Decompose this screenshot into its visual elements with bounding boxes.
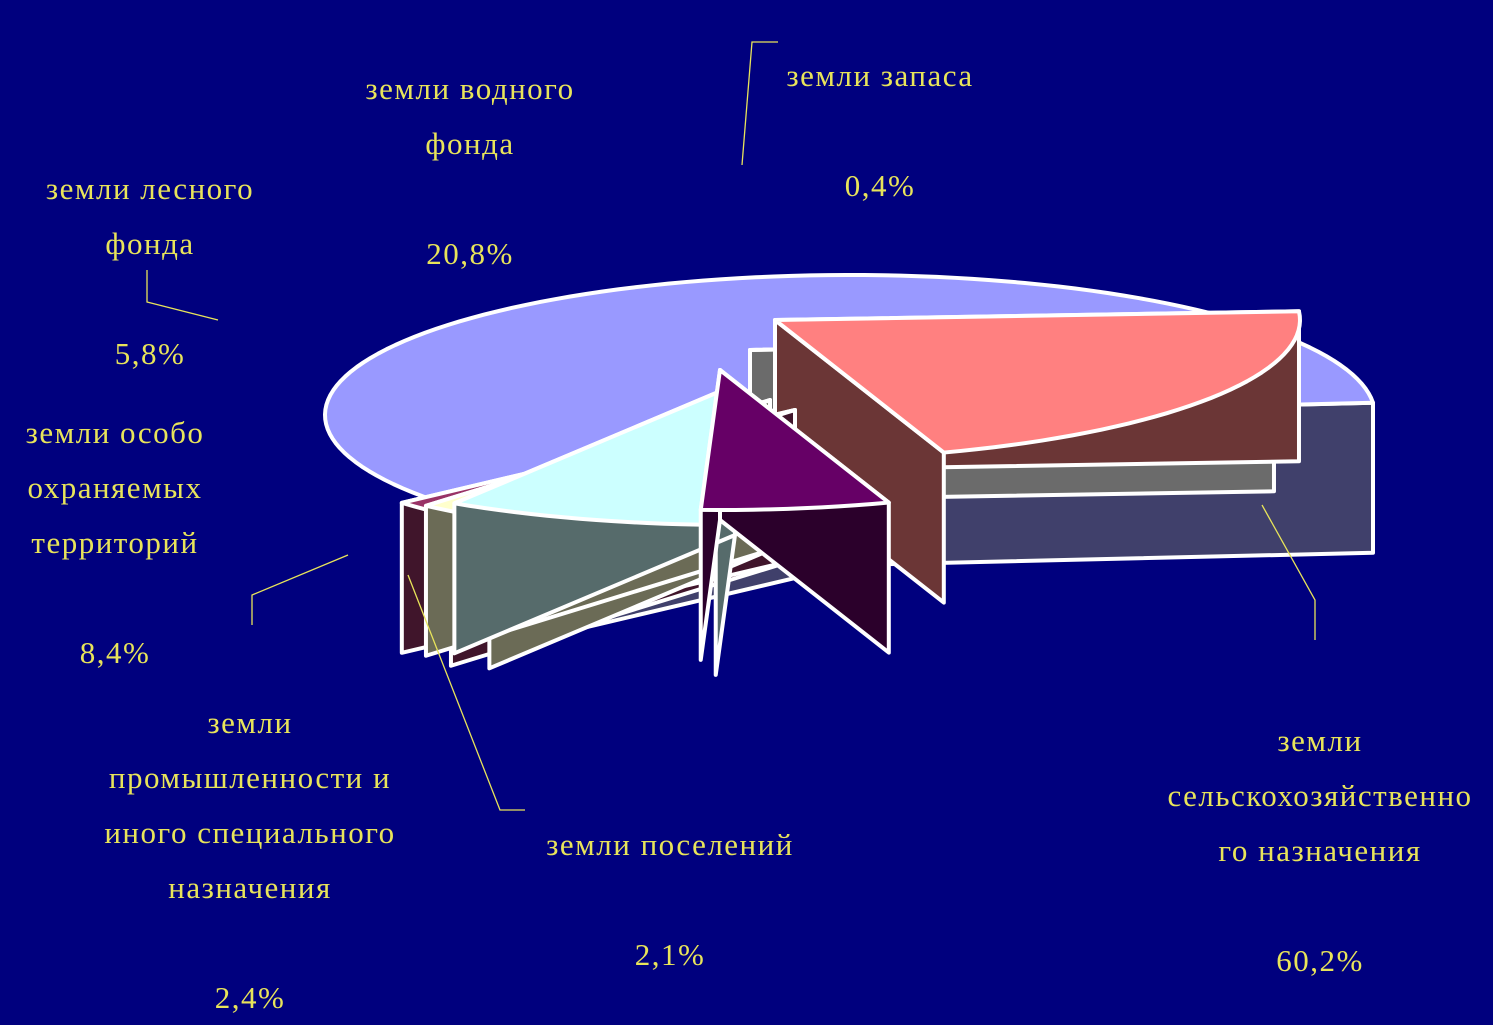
leader-line-0 [1261,504,1316,640]
slice-value-settlements: 2,1% [634,937,706,972]
slice-top-3 [452,383,737,527]
slice-value-industry: 2,4% [214,980,286,1015]
leader-line-3 [146,270,219,321]
slice-top-4 [698,368,891,512]
slice-label-forest: земли лесного фонда [45,171,255,261]
leader-line-2 [251,554,349,625]
slice-4 [698,368,891,662]
label-industry: земли промышленности и иного специальног… [70,640,430,1025]
slice-top-5 [773,309,1302,455]
label-reserve: земли запаса 0,4% [740,0,1020,213]
slice-label-protected: земли особо охраняемых территорий [25,415,205,560]
label-forest: земли лесного фонда 5,8% [15,106,285,381]
label-agricultural: земли сельскохозяйственно го назначения … [1135,658,1493,988]
slice-label-settlements: земли поселений [546,827,794,862]
slice-label-water: земли водного фонда [365,71,575,161]
slice-3 [452,383,737,677]
slice-value-reserve: 0,4% [844,168,916,203]
label-protected: земли особо охраняемых территорий 8,4% [0,350,230,680]
slice-value-protected: 8,4% [79,635,151,670]
slice-value-agricultural: 60,2% [1276,943,1364,978]
slice-value-water: 20,8% [426,236,514,271]
label-settlements: земли поселений 2,1% [520,762,820,982]
slice-5 [773,309,1302,605]
pie-chart [146,41,1375,811]
leader-line-1 [407,574,525,811]
label-water: земли водного фонда 20,8% [330,6,610,281]
slice-label-reserve: земли запаса [786,58,974,93]
leader-line-4 [741,41,778,166]
slice-label-industry: земли промышленности и иного специальног… [104,705,396,905]
slice-value-forest: 5,8% [114,336,186,371]
chart-area: земли сельскохозяйственно го назначения … [0,0,1471,1015]
slice-label-agricultural: земли сельскохозяйственно го назначения [1167,723,1473,868]
